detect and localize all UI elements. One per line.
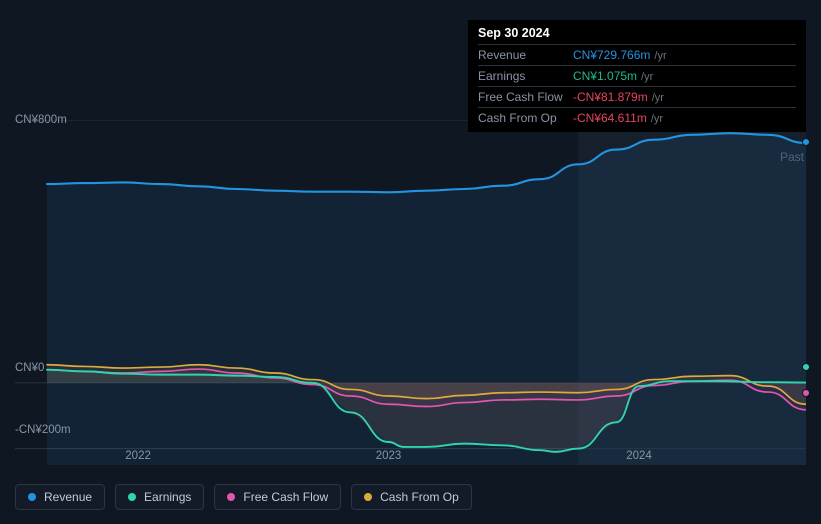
tooltip-metric-value: -CN¥81.879m (573, 90, 648, 104)
tooltip-metric-label: Revenue (478, 48, 573, 62)
x-axis-tick-label: 2022 (125, 450, 151, 462)
tooltip-row: RevenueCN¥729.766m/yr (478, 44, 796, 65)
legend-label: Free Cash Flow (243, 490, 328, 504)
legend-dot-icon (128, 493, 136, 501)
tooltip-metric-label: Free Cash Flow (478, 90, 573, 104)
legend-dot-icon (227, 493, 235, 501)
series-end-marker (802, 138, 810, 146)
legend-item-cash_from_op[interactable]: Cash From Op (351, 484, 472, 510)
chart-tooltip: Sep 30 2024 RevenueCN¥729.766m/yrEarning… (468, 20, 806, 132)
tooltip-metric-value: CN¥1.075m (573, 69, 637, 83)
tooltip-row: Cash From Op-CN¥64.611m/yr (478, 107, 796, 128)
tooltip-metric-unit: /yr (641, 71, 653, 83)
tooltip-metric-label: Earnings (478, 69, 573, 83)
tooltip-row: EarningsCN¥1.075m/yr (478, 65, 796, 86)
tooltip-date: Sep 30 2024 (478, 26, 796, 44)
tooltip-metric-unit: /yr (654, 50, 666, 62)
series-end-marker (802, 389, 810, 397)
legend-label: Revenue (44, 490, 92, 504)
chart-legend: Revenue Earnings Free Cash Flow Cash From O… (15, 484, 472, 510)
y-axis-tick-label: CN¥0 (15, 362, 44, 374)
chart-svg (15, 120, 806, 465)
legend-dot-icon (28, 493, 36, 501)
revenue-earnings-chart: Past CN¥800mCN¥0-CN¥200m202220232024 (15, 120, 806, 465)
y-axis-tick-label: CN¥800m (15, 114, 67, 126)
tooltip-metric-value: CN¥729.766m (573, 48, 650, 62)
x-axis-tick-label: 2023 (376, 450, 402, 462)
y-axis-tick-label: -CN¥200m (15, 424, 71, 436)
tooltip-metric-unit: /yr (652, 92, 664, 104)
legend-label: Earnings (144, 490, 191, 504)
x-axis-tick-label: 2024 (626, 450, 652, 462)
legend-label: Cash From Op (380, 490, 459, 504)
legend-dot-icon (364, 493, 372, 501)
tooltip-metric-value: -CN¥64.611m (573, 111, 647, 125)
tooltip-row: Free Cash Flow-CN¥81.879m/yr (478, 86, 796, 107)
legend-item-free_cash_flow[interactable]: Free Cash Flow (214, 484, 341, 510)
legend-item-earnings[interactable]: Earnings (115, 484, 204, 510)
tooltip-metric-unit: /yr (651, 113, 663, 125)
tooltip-metric-label: Cash From Op (478, 111, 573, 125)
legend-item-revenue[interactable]: Revenue (15, 484, 105, 510)
series-end-marker (802, 363, 810, 371)
